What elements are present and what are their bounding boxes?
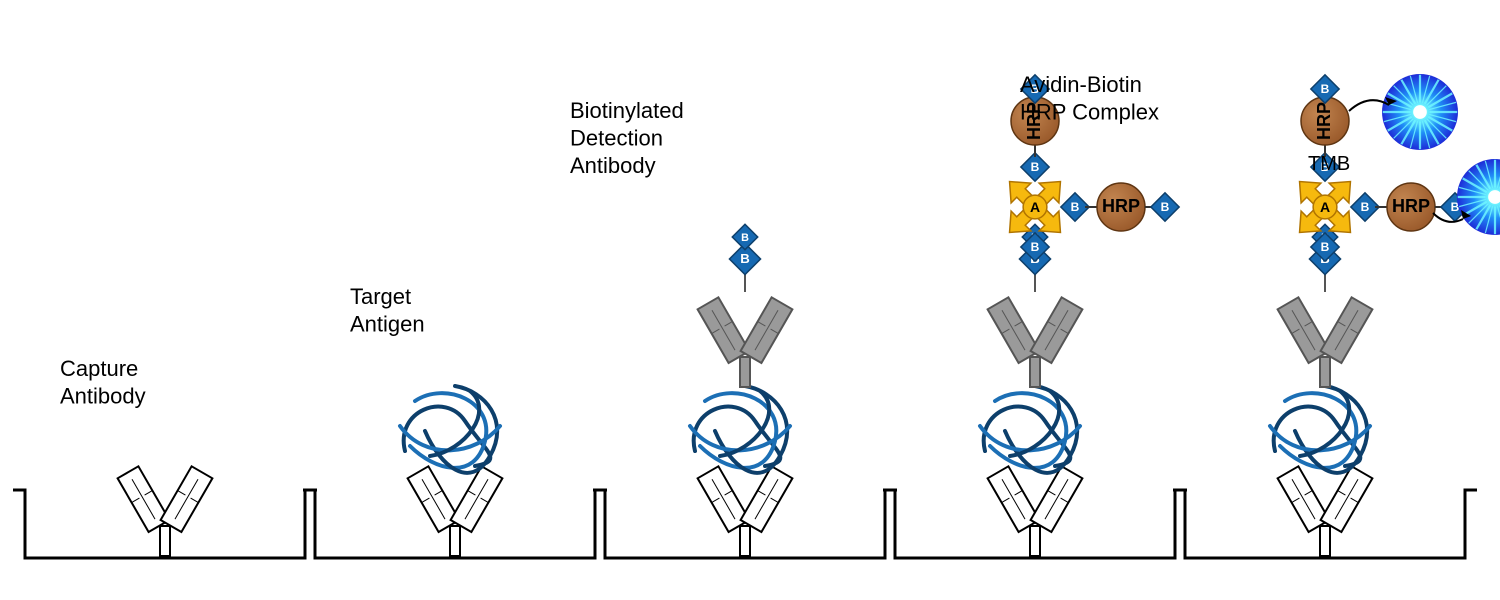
label-text: Detection	[570, 126, 663, 151]
svg-text:HRP: HRP	[1392, 196, 1430, 216]
elisa-step: BBABBBBHRPBHRPB	[980, 75, 1179, 556]
label-tmb: TMB	[1308, 153, 1350, 175]
label-text: Capture	[60, 356, 138, 381]
svg-text:B: B	[1031, 240, 1040, 254]
capture-antibody-icon	[118, 466, 213, 556]
svg-text:B: B	[1321, 240, 1330, 254]
elisa-step: BB	[690, 224, 792, 556]
elisa-step	[118, 466, 213, 556]
antigen-icon	[690, 386, 790, 473]
svg-text:A: A	[1030, 199, 1040, 215]
svg-text:HRP: HRP	[1314, 102, 1334, 140]
svg-text:B: B	[1321, 82, 1330, 96]
label-text: Antibody	[60, 384, 146, 409]
svg-text:B: B	[741, 232, 749, 244]
capture-antibody-icon	[988, 466, 1083, 556]
antigen-icon	[1270, 386, 1370, 473]
detection-antibody-icon: BB	[698, 224, 793, 387]
svg-text:B: B	[1161, 200, 1170, 214]
svg-text:B: B	[740, 251, 750, 266]
elisa-step	[400, 386, 502, 556]
label-text: Antibody	[570, 153, 656, 178]
label-capture: Capture Antibody	[60, 356, 146, 409]
svg-text:B: B	[1361, 200, 1370, 214]
capture-antibody-icon	[1278, 466, 1373, 556]
label-text: Antigen	[350, 312, 425, 337]
svg-text:B: B	[1071, 200, 1080, 214]
capture-antibody-icon	[408, 466, 503, 556]
svg-text:HRP: HRP	[1102, 196, 1140, 216]
label-text: Avidin-Biotin	[1020, 72, 1142, 97]
antigen-icon	[980, 386, 1080, 473]
label-antigen: Target Antigen	[350, 284, 425, 337]
elisa-diagram: BBBBABBBBHRPBHRPBBBABBBBHRPBHRPBCaptureA…	[0, 0, 1500, 600]
antigen-icon	[400, 386, 500, 473]
label-text: HRP Complex	[1020, 100, 1159, 125]
label-detection: Biotinylated DetectionAntibody	[570, 98, 684, 178]
capture-antibody-icon	[698, 466, 793, 556]
label-text: Biotinylated	[570, 98, 684, 123]
elisa-step: BBABBBBHRPBHRPB	[1270, 74, 1500, 556]
label-text: TMB	[1308, 153, 1350, 175]
label-text: Target	[350, 284, 411, 309]
svg-text:B: B	[1031, 160, 1040, 174]
svg-text:A: A	[1320, 199, 1330, 215]
